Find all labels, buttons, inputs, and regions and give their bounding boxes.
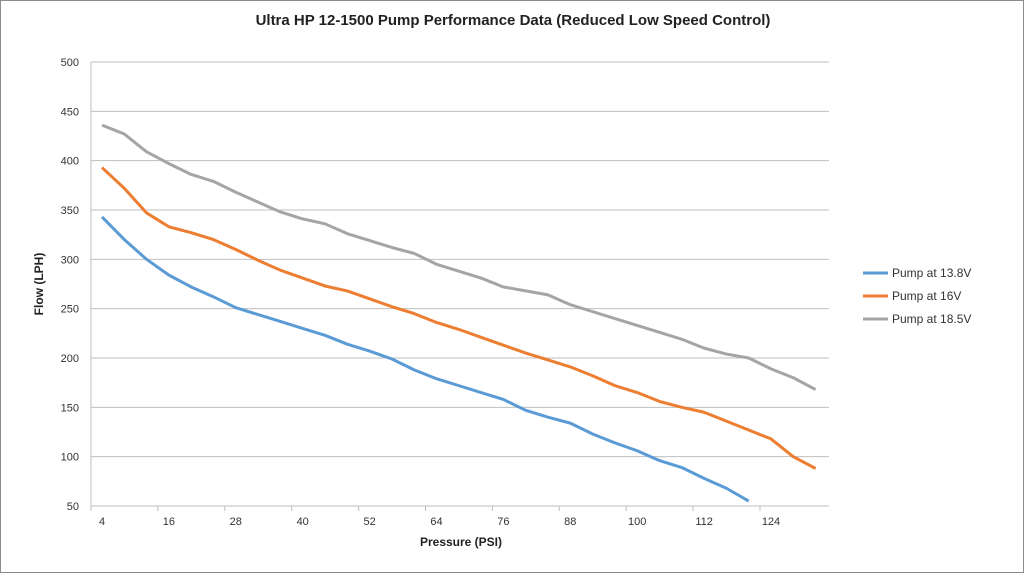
y-tick-label: 50 (67, 501, 79, 513)
legend-label: Pump at 13.8V (892, 266, 971, 280)
x-tick-label: 76 (497, 516, 509, 528)
y-tick-label: 100 (61, 452, 79, 464)
y-tick-label: 500 (61, 57, 79, 69)
y-axis-label: Flow (LPH) (32, 253, 46, 316)
x-tick-label: 64 (430, 516, 442, 528)
x-tick-label: 112 (695, 516, 713, 528)
x-tick-label: 52 (363, 516, 375, 528)
x-axis-label: Pressure (PSI) (420, 535, 502, 549)
legend-label: Pump at 18.5V (892, 312, 971, 326)
y-tick-label: 150 (61, 402, 79, 414)
y-tick-label: 400 (61, 156, 79, 168)
series-line-3 (101, 123, 817, 391)
x-tick-label: 88 (564, 516, 576, 528)
legend-label: Pump at 16V (892, 289, 961, 303)
series-line-1 (100, 215, 750, 503)
y-tick-label: 200 (61, 353, 79, 365)
x-tick-label: 124 (762, 516, 780, 528)
x-tick-label: 4 (99, 516, 105, 528)
x-tick-label: 28 (230, 516, 242, 528)
x-tick-label: 16 (163, 516, 175, 528)
y-tick-label: 250 (61, 304, 79, 316)
y-tick-label: 350 (61, 205, 79, 217)
y-tick-label: 300 (61, 254, 79, 266)
y-tick-label: 450 (61, 106, 79, 118)
x-tick-label: 100 (628, 516, 646, 528)
x-tick-label: 40 (297, 516, 309, 528)
series-line-2 (100, 166, 817, 470)
chart-title: Ultra HP 12-1500 Pump Performance Data (… (256, 12, 771, 29)
